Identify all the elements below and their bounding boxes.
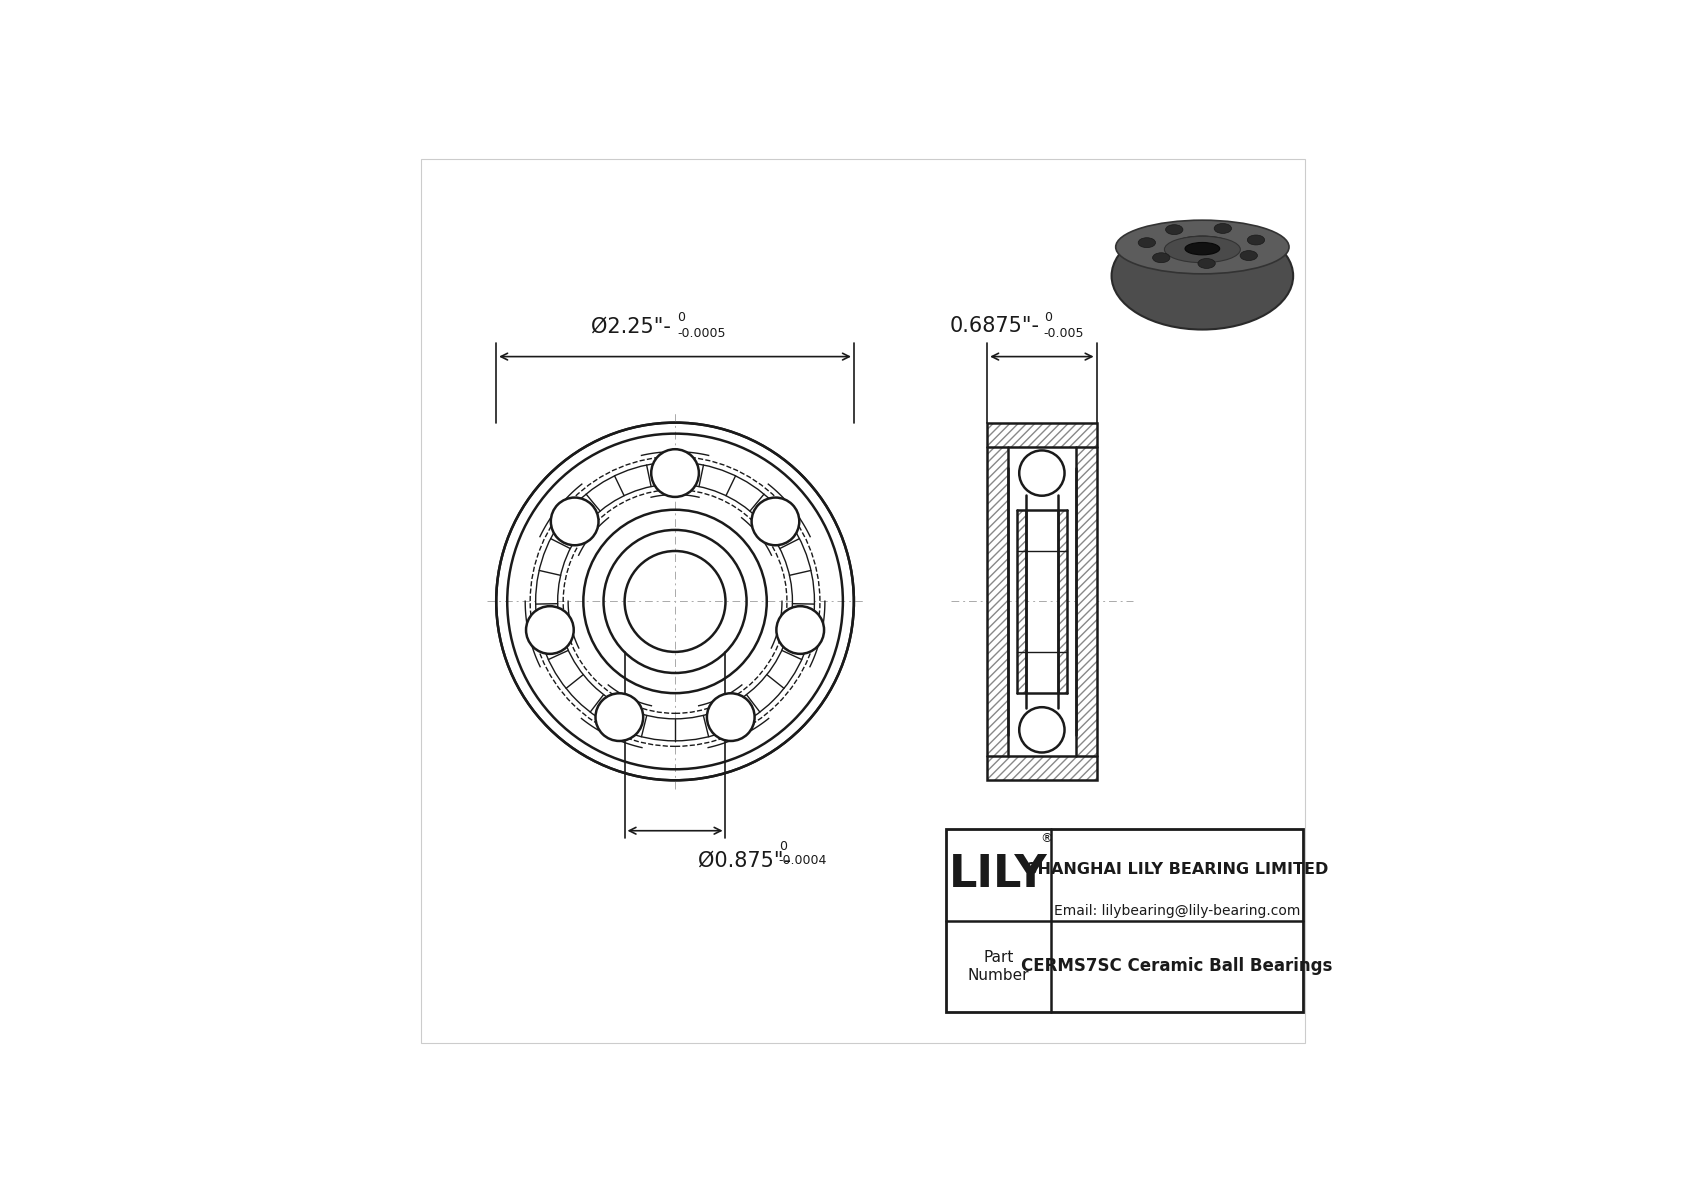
- Ellipse shape: [1214, 224, 1231, 233]
- Text: Part
Number: Part Number: [968, 950, 1029, 983]
- Text: CERMS7SC Ceramic Ball Bearings: CERMS7SC Ceramic Ball Bearings: [1022, 958, 1332, 975]
- Ellipse shape: [1186, 243, 1219, 255]
- Bar: [946, 829, 1303, 1012]
- Circle shape: [525, 606, 574, 654]
- Text: -0.0005: -0.0005: [677, 328, 726, 341]
- Text: 0.6875"-: 0.6875"-: [950, 317, 1039, 336]
- Bar: [987, 756, 1096, 780]
- Circle shape: [596, 693, 643, 741]
- Bar: [987, 423, 1096, 780]
- Ellipse shape: [1248, 235, 1265, 245]
- Text: Email: lilybearing@lily-bearing.com: Email: lilybearing@lily-bearing.com: [1054, 904, 1300, 918]
- Text: 0: 0: [1044, 312, 1052, 324]
- Text: 0: 0: [778, 840, 786, 853]
- Text: LILY: LILY: [950, 853, 1047, 897]
- Text: ®: ®: [1039, 831, 1052, 844]
- Bar: [987, 447, 1009, 756]
- Text: SHANGHAI LILY BEARING LIMITED: SHANGHAI LILY BEARING LIMITED: [1026, 862, 1329, 877]
- Ellipse shape: [1197, 258, 1216, 268]
- Circle shape: [776, 606, 823, 654]
- Bar: [987, 423, 1096, 447]
- Text: 0: 0: [677, 312, 685, 324]
- Text: -0.005: -0.005: [1044, 328, 1084, 341]
- Ellipse shape: [1165, 225, 1182, 235]
- Ellipse shape: [1239, 250, 1258, 261]
- Circle shape: [1019, 450, 1064, 495]
- Circle shape: [1019, 707, 1064, 753]
- Ellipse shape: [1116, 220, 1288, 274]
- Bar: [1017, 510, 1026, 693]
- Circle shape: [497, 423, 854, 780]
- Bar: [987, 423, 1096, 780]
- Circle shape: [652, 449, 699, 497]
- Text: Ø2.25"-: Ø2.25"-: [591, 317, 670, 336]
- Ellipse shape: [1152, 252, 1170, 263]
- Circle shape: [707, 693, 754, 741]
- Ellipse shape: [1111, 223, 1293, 330]
- Ellipse shape: [1172, 236, 1233, 257]
- Text: Ø0.875"-: Ø0.875"-: [697, 850, 791, 871]
- Bar: [1031, 712, 1054, 748]
- Ellipse shape: [1164, 236, 1241, 263]
- Bar: [1031, 455, 1054, 491]
- Ellipse shape: [1138, 238, 1155, 248]
- Text: -0.0004: -0.0004: [778, 854, 827, 867]
- Bar: [1058, 510, 1066, 693]
- Circle shape: [751, 498, 800, 545]
- Bar: [1076, 447, 1096, 756]
- Circle shape: [551, 498, 598, 545]
